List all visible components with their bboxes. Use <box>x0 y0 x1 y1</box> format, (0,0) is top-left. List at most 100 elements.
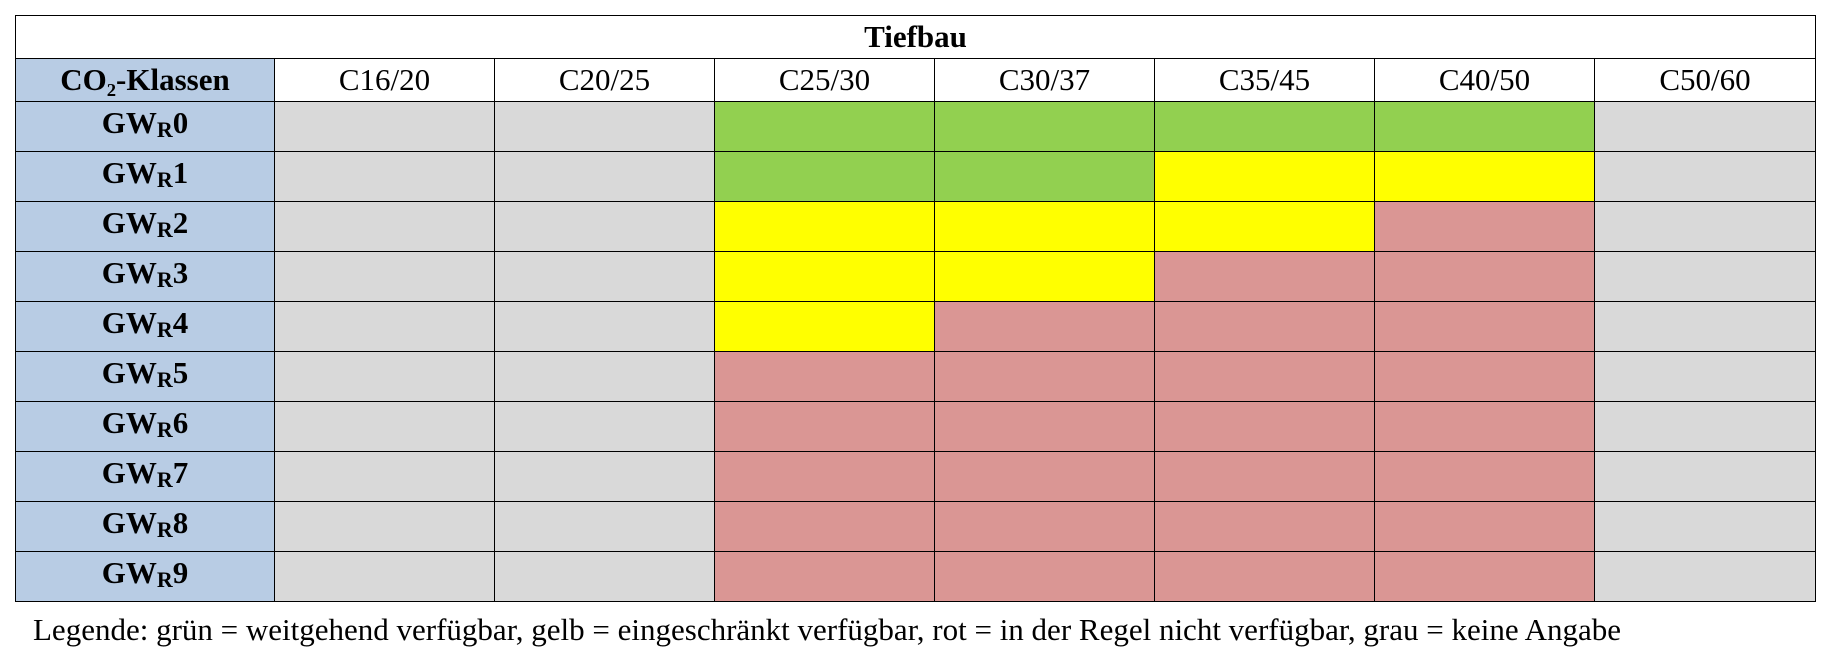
status-cell-gray <box>1593 251 1817 302</box>
table-row: GWR1 <box>15 151 1817 202</box>
status-cell-red <box>934 451 1155 502</box>
row-label: GWR0 <box>15 101 275 152</box>
column-header: C20/25 <box>494 58 715 102</box>
row-label-subscript: R <box>156 417 173 442</box>
status-cell-gray <box>1593 551 1817 602</box>
status-cell-gray <box>1593 451 1817 502</box>
status-cell-yellow <box>714 201 935 252</box>
row-label: GWR8 <box>15 501 275 552</box>
row-label-number: 4 <box>172 305 189 340</box>
row-label: GWR6 <box>15 401 275 452</box>
status-cell-gray <box>1593 201 1817 252</box>
row-label-number: 6 <box>172 405 189 440</box>
table-title: Tiefbau <box>14 15 1817 59</box>
status-cell-red <box>714 501 935 552</box>
status-cell-gray <box>494 251 715 302</box>
status-cell-gray <box>494 201 715 252</box>
availability-matrix: Tiefbau CO₂-Klassen C16/20 C20/25 C25/30 C3… <box>14 15 1817 650</box>
table-row: GWR4 <box>15 301 1817 352</box>
header-row: CO₂-Klassen C16/20 C20/25 C25/30 C30/37 C35/… <box>15 58 1817 102</box>
row-label-number: 2 <box>172 205 189 240</box>
status-cell-green <box>1154 101 1375 152</box>
status-cell-gray <box>274 101 495 152</box>
row-label-main: GW <box>101 405 157 440</box>
status-cell-gray <box>274 251 495 302</box>
row-label: GWR1 <box>15 151 275 202</box>
column-header: C16/20 <box>274 58 495 102</box>
row-label: GWR2 <box>15 201 275 252</box>
status-cell-yellow <box>934 201 1155 252</box>
status-cell-gray <box>1593 501 1817 552</box>
row-label-main: GW <box>101 105 157 140</box>
table-row: GWR0 <box>15 101 1817 152</box>
status-cell-gray <box>1593 351 1817 402</box>
table-row: GWR7 <box>15 451 1817 502</box>
status-cell-red <box>714 351 935 402</box>
status-cell-gray <box>274 501 495 552</box>
table-body: GWR0 GWR1 GWR2 GWR3 GWR4 GWR5 GWR6 GWR7 GWR8 GWR9 <box>15 101 1817 602</box>
status-cell-green <box>934 151 1155 202</box>
title-row: Tiefbau <box>14 15 1817 59</box>
row-label: GWR7 <box>15 451 275 502</box>
status-cell-red <box>934 401 1155 452</box>
row-label-subscript: R <box>156 167 173 192</box>
status-cell-red <box>1374 201 1595 252</box>
status-cell-red <box>1154 551 1375 602</box>
status-cell-red <box>1374 401 1595 452</box>
row-label-subscript: R <box>156 517 173 542</box>
status-cell-yellow <box>1154 151 1375 202</box>
status-cell-red <box>1154 301 1375 352</box>
status-cell-red <box>714 451 935 502</box>
row-label-main: GW <box>101 455 157 490</box>
status-cell-gray <box>494 351 715 402</box>
column-header: C25/30 <box>714 58 935 102</box>
row-label-number: 5 <box>172 355 189 390</box>
status-cell-red <box>934 351 1155 402</box>
status-cell-gray <box>494 401 715 452</box>
status-cell-green <box>714 151 935 202</box>
status-cell-yellow <box>714 251 935 302</box>
status-cell-yellow <box>1154 201 1375 252</box>
row-label-main: GW <box>101 155 157 190</box>
status-cell-red <box>1374 501 1595 552</box>
row-label-number: 7 <box>172 455 189 490</box>
status-cell-gray <box>274 151 495 202</box>
status-cell-yellow <box>934 251 1155 302</box>
status-cell-red <box>1374 351 1595 402</box>
row-label-subscript: R <box>156 267 173 292</box>
status-cell-gray <box>274 301 495 352</box>
table-row: GWR5 <box>15 351 1817 402</box>
status-cell-gray <box>1593 101 1817 152</box>
status-cell-red <box>1154 351 1375 402</box>
status-cell-gray <box>494 451 715 502</box>
row-label-subscript: R <box>156 217 173 242</box>
status-cell-yellow <box>714 301 935 352</box>
status-cell-gray <box>494 551 715 602</box>
row-label-main: GW <box>101 505 157 540</box>
table-row: GWR9 <box>15 551 1817 602</box>
status-cell-gray <box>1593 151 1817 202</box>
status-cell-gray <box>274 201 495 252</box>
status-cell-gray <box>274 451 495 502</box>
status-cell-green <box>714 101 935 152</box>
status-cell-gray <box>1593 301 1817 352</box>
status-cell-red <box>1374 301 1595 352</box>
row-label-number: 0 <box>172 105 189 140</box>
row-label-subscript: R <box>156 117 173 142</box>
status-cell-red <box>714 551 935 602</box>
status-cell-red <box>1154 501 1375 552</box>
row-label: GWR5 <box>15 351 275 402</box>
status-cell-green <box>934 101 1155 152</box>
status-cell-red <box>1374 451 1595 502</box>
table-row: GWR2 <box>15 201 1817 252</box>
status-cell-gray <box>274 551 495 602</box>
row-label-main: GW <box>101 205 157 240</box>
legend-text: Legende: grün = weitgehend verfügbar, ge… <box>33 612 1622 647</box>
row-label-number: 8 <box>172 505 189 540</box>
column-header: C35/45 <box>1154 58 1375 102</box>
row-label-main: GW <box>101 255 157 290</box>
row-label-subscript: R <box>156 317 173 342</box>
status-cell-gray <box>1593 401 1817 452</box>
row-label-main: GW <box>101 555 157 590</box>
row-label-number: 1 <box>172 155 189 190</box>
